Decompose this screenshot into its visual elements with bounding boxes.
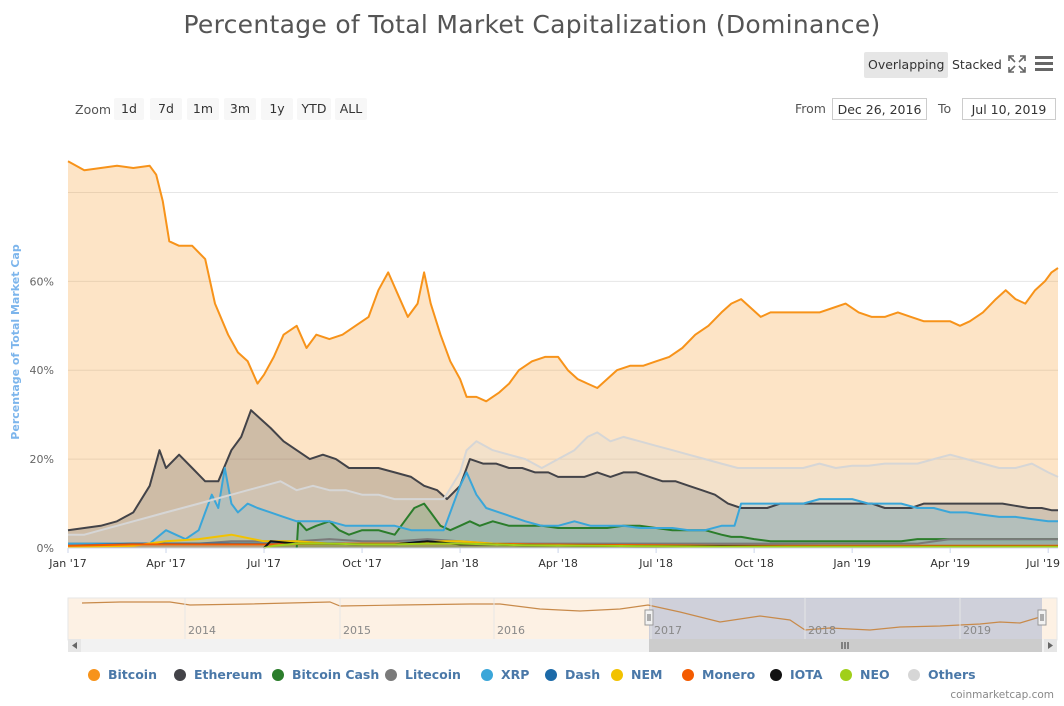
legend-label: Litecoin	[405, 667, 461, 682]
y-tick-label: 40%	[30, 364, 54, 377]
legend-label: Dash	[565, 667, 601, 682]
area-others	[68, 432, 1058, 548]
zoom-1y-button[interactable]: 1y	[261, 98, 293, 120]
fullscreen-icon[interactable]	[1008, 55, 1026, 73]
from-date-input[interactable]: Dec 26, 2016	[832, 98, 927, 120]
overlapping-button[interactable]: Overlapping	[864, 52, 949, 78]
legend-label: Others	[928, 667, 976, 682]
line-xrp[interactable]	[68, 467, 1058, 545]
y-axis-label: Percentage of Total Market Cap	[9, 244, 22, 440]
legend-label: XRP	[501, 667, 530, 682]
navigator-year-label: 2018	[808, 624, 836, 637]
zoom-1m-button[interactable]: 1m	[187, 98, 219, 120]
navigator-background	[67, 597, 1058, 641]
legend-marker-icon	[481, 669, 493, 681]
line-neo[interactable]	[263, 542, 1058, 549]
navigator-year-label: 2014	[188, 624, 216, 637]
legend-marker-icon	[385, 669, 397, 681]
navigator[interactable]: 2014 2015 2016 2017 2018 2019	[67, 597, 1058, 641]
y-tick-labels: 0% 20% 40% 60%	[30, 275, 54, 555]
x-tick-label: Jul '19	[1025, 557, 1060, 570]
zoom-all-button[interactable]: ALL	[335, 98, 367, 120]
area-xrp	[68, 468, 1058, 548]
line-bitcoin-cash[interactable]	[295, 502, 1058, 549]
to-label: To	[938, 101, 952, 116]
from-label: From	[795, 101, 826, 116]
line-bitcoin[interactable]	[67, 160, 1059, 403]
zoom-7d-button[interactable]: 7d	[150, 98, 182, 120]
x-tick-label: Apr '19	[930, 557, 970, 570]
credits-link[interactable]: coinmarketcap.com	[950, 689, 1054, 701]
y-tick-label: 0%	[37, 542, 54, 555]
legend-marker-icon	[908, 669, 920, 681]
legend-label: NEM	[631, 667, 663, 682]
legend-marker-icon	[840, 669, 852, 681]
to-date-input[interactable]: Jul 10, 2019	[962, 98, 1056, 120]
zoom-1d-button[interactable]: 1d	[114, 98, 144, 120]
line-ethereum[interactable]	[67, 409, 1058, 532]
navigator-year-label: 2019	[963, 624, 991, 637]
y-tick-label: 60%	[30, 275, 54, 288]
legend-label: Bitcoin Cash	[292, 667, 380, 682]
legend-label: NEO	[860, 667, 890, 682]
x-tick-label: Apr '17	[146, 557, 186, 570]
navigator-right-handle[interactable]	[1037, 609, 1047, 626]
series-lines	[67, 160, 1059, 549]
legend-marker-icon	[611, 669, 623, 681]
legend-marker-icon	[545, 669, 557, 681]
x-tick-labels: Jan '17 Apr '17 Jul '17 Oct '17 Jan '18 Apr '…	[48, 548, 1060, 570]
legend-marker-icon	[88, 669, 100, 681]
line-others[interactable]	[68, 431, 1059, 536]
grid-lines	[68, 191, 1058, 460]
legend-label: Bitcoin	[108, 667, 157, 682]
stacked-button[interactable]: Stacked	[952, 57, 1002, 72]
navigator-mask[interactable]	[649, 598, 1042, 640]
scrollbar-grip-icon	[841, 642, 849, 649]
x-tick-label: Jan '18	[440, 557, 478, 570]
navigator-year-label: 2015	[343, 624, 371, 637]
scrollbar-left-arrow-icon	[72, 642, 77, 649]
area-iota	[264, 541, 1058, 548]
area-bitcoin-cash	[296, 503, 1058, 548]
x-tick-label: Oct '18	[734, 557, 774, 570]
x-tick-label: Jan '17	[48, 557, 86, 570]
legend-marker-icon	[770, 669, 782, 681]
y-tick-label: 20%	[30, 453, 54, 466]
legend-marker-icon	[682, 669, 694, 681]
legend-marker-icon	[174, 669, 186, 681]
legend-marker-icon	[272, 669, 284, 681]
navigator-year-label: 2017	[654, 624, 682, 637]
series-areas	[68, 161, 1058, 549]
x-tick-label: Oct '17	[342, 557, 382, 570]
navigator-left-handle[interactable]	[644, 609, 654, 626]
x-tick-label: Jul '17	[246, 557, 281, 570]
scrollbar-right-arrow-icon	[1048, 642, 1053, 649]
zoom-label: Zoom	[75, 102, 112, 117]
legend-label: Ethereum	[194, 667, 263, 682]
line-litecoin[interactable]	[68, 538, 1058, 545]
area-ethereum	[68, 410, 1058, 548]
menu-icon[interactable]	[1035, 56, 1053, 72]
area-bitcoin	[68, 161, 1058, 549]
legend-label: IOTA	[790, 667, 823, 682]
zoom-3m-button[interactable]: 3m	[224, 98, 256, 120]
navigator-scrollbar[interactable]	[68, 639, 1057, 652]
x-tick-label: Apr '18	[538, 557, 578, 570]
x-tick-label: Jul '18	[638, 557, 673, 570]
navigator-year-labels: 2014 2015 2016 2017 2018 2019	[184, 598, 991, 639]
legend-label: Monero	[702, 667, 756, 682]
x-tick-label: Jan '19	[832, 557, 870, 570]
chart-title: Percentage of Total Market Capitalizatio…	[183, 10, 881, 39]
navigator-year-label: 2016	[497, 624, 525, 637]
navigator-series-line	[81, 601, 1041, 631]
zoom-ytd-button[interactable]: YTD	[297, 98, 331, 120]
